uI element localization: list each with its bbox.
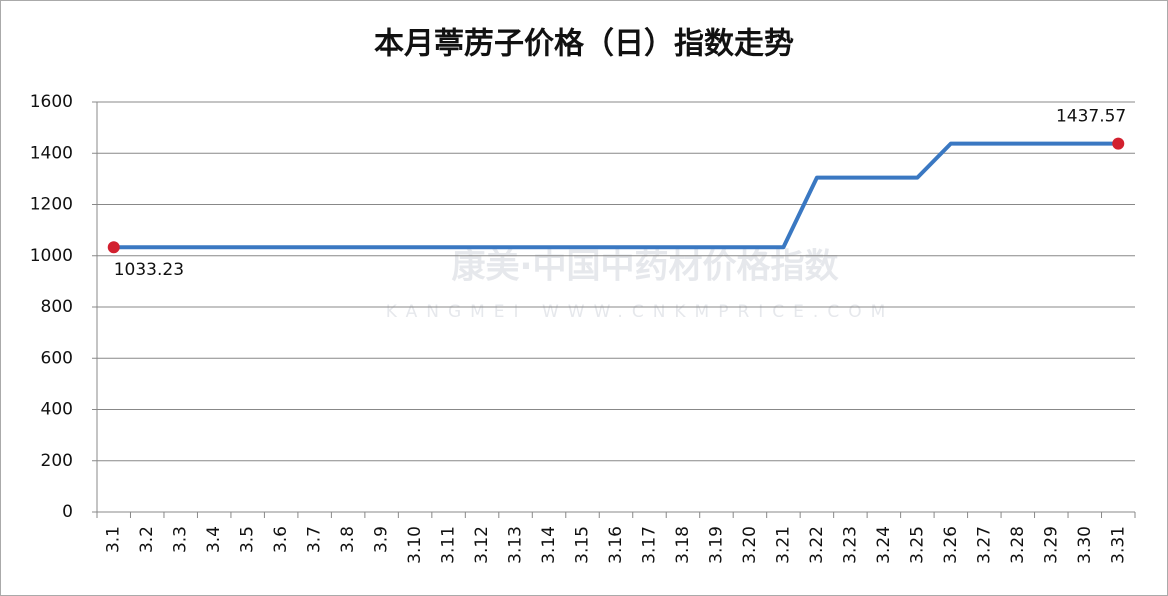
y-tick-label: 1000: [30, 246, 73, 266]
x-tick-label: 3.22: [807, 526, 827, 564]
x-tick-label: 3.4: [204, 526, 224, 553]
data-label: 1033.23: [114, 260, 184, 280]
y-tick-label: 0: [62, 502, 73, 522]
x-tick-label: 3.9: [372, 526, 392, 553]
x-tick-label: 3.3: [171, 526, 191, 553]
chart-title: 本月葶苈子价格（日）指数走势: [374, 27, 794, 62]
x-tick-label: 3.26: [941, 526, 961, 564]
x-tick-label: 3.18: [673, 526, 693, 564]
watermark-sub: KANGMEI WWW.CNKMPRICE.COM: [386, 302, 895, 322]
y-tick-label: 1200: [30, 195, 73, 215]
y-tick-label: 1400: [30, 143, 73, 163]
x-tick-label: 3.2: [137, 526, 157, 553]
y-tick-label: 200: [41, 451, 73, 471]
x-tick-label: 3.30: [1075, 526, 1095, 564]
x-tick-label: 3.20: [740, 526, 760, 564]
x-tick-label: 3.14: [539, 526, 559, 564]
x-tick-label: 3.6: [271, 526, 291, 553]
x-tick-label: 3.31: [1108, 526, 1128, 564]
y-tick-label: 1600: [30, 92, 73, 112]
x-tick-label: 3.23: [840, 526, 860, 564]
x-tick-label: 3.16: [606, 526, 626, 564]
x-tick-label: 3.29: [1041, 526, 1061, 564]
x-tick-label: 3.7: [305, 526, 325, 553]
x-tick-label: 3.27: [974, 526, 994, 564]
x-tick-label: 3.12: [472, 526, 492, 564]
x-tick-label: 3.11: [439, 526, 459, 564]
x-tick-label: 3.19: [706, 526, 726, 564]
data-point: [107, 241, 120, 254]
x-tick-label: 3.8: [338, 526, 358, 553]
y-tick-label: 600: [41, 348, 73, 368]
data-line: [113, 141, 1119, 250]
x-tick-label: 3.17: [639, 526, 659, 564]
data-point: [1112, 137, 1125, 150]
x-tick-label: 3.5: [238, 526, 258, 553]
x-tick-label: 3.15: [573, 526, 593, 564]
x-tick-label: 3.21: [773, 526, 793, 564]
x-tick-label: 3.24: [874, 526, 894, 564]
x-tick-label: 3.25: [907, 526, 927, 564]
y-tick-label: 800: [41, 297, 73, 317]
x-tick-label: 3.10: [405, 526, 425, 564]
y-tick-label: 400: [41, 400, 73, 420]
x-tick-label: 3.28: [1008, 526, 1028, 564]
data-label: 1437.57: [1056, 107, 1126, 127]
x-tick-label: 3.13: [506, 526, 526, 564]
watermark: 康美·中国中药材价格指数: [452, 247, 839, 287]
x-tick-label: 3.1: [104, 526, 124, 553]
